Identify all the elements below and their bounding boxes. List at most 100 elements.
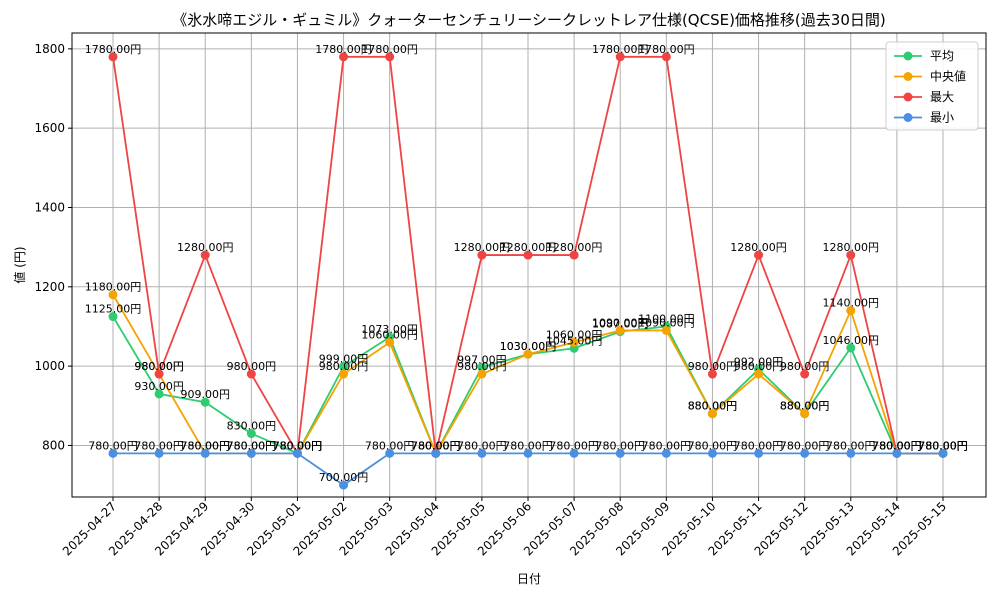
data-point <box>292 448 302 458</box>
y-axis-label: 値 (円) <box>12 246 27 283</box>
data-label: 780.00円 <box>227 439 277 452</box>
data-point <box>108 52 118 62</box>
legend-marker <box>903 113 913 122</box>
data-label: 780.00円 <box>503 439 553 452</box>
data-point <box>754 448 764 458</box>
legend-label: 最小 <box>930 111 954 125</box>
y-tick-label: 1000 <box>34 359 65 373</box>
data-point <box>938 448 948 458</box>
data-label: 1780.00円 <box>315 43 372 56</box>
legend-label: 平均 <box>930 49 954 63</box>
legend-marker <box>903 92 913 102</box>
data-point <box>707 369 717 379</box>
data-point <box>523 250 533 260</box>
data-point <box>800 448 810 458</box>
data-point <box>846 250 856 260</box>
chart-title: 《氷水啼エジル・ギュミル》クォーターセンチュリーシークレットレア仕様(QCSE)… <box>172 11 885 29</box>
data-label: 780.00円 <box>688 439 738 452</box>
data-label: 780.00円 <box>411 439 461 452</box>
data-label: 930.00円 <box>134 380 184 393</box>
data-label: 980.00円 <box>688 360 738 373</box>
data-label: 780.00円 <box>595 439 645 452</box>
data-label: 1280.00円 <box>823 241 880 254</box>
data-label: 1280.00円 <box>177 241 234 254</box>
data-label: 780.00円 <box>918 439 968 452</box>
data-point <box>800 369 810 379</box>
data-label: 980.00円 <box>134 360 184 373</box>
data-point <box>246 369 256 379</box>
data-label: 780.00円 <box>872 439 922 452</box>
data-point <box>246 448 256 458</box>
data-point <box>846 306 856 316</box>
data-label: 780.00円 <box>918 439 968 452</box>
data-label: 780.00円 <box>365 439 415 452</box>
series-line-4 <box>108 448 948 490</box>
data-label: 780.00円 <box>457 439 507 452</box>
data-point <box>707 409 717 419</box>
data-point <box>154 448 164 458</box>
data-label: 980.00円 <box>319 360 369 373</box>
data-label: 1780.00円 <box>638 43 695 56</box>
legend-marker <box>903 51 913 61</box>
data-label: 780.00円 <box>273 439 323 452</box>
data-point <box>569 250 579 260</box>
data-point <box>477 250 487 260</box>
data-label: 980.00円 <box>457 360 507 373</box>
data-label: 1780.00円 <box>85 43 142 56</box>
y-tick-label: 1600 <box>34 121 65 135</box>
data-point <box>523 349 533 359</box>
grid-lines <box>72 33 986 497</box>
data-label: 780.00円 <box>872 439 922 452</box>
data-label: 997.00円 <box>457 353 507 366</box>
data-point <box>754 369 764 379</box>
data-label: 980.00円 <box>734 360 784 373</box>
data-label: 780.00円 <box>273 439 323 452</box>
data-point <box>108 312 118 322</box>
data-label: 780.00円 <box>411 439 461 452</box>
data-label: 1060.00円 <box>361 328 418 341</box>
data-label: 1100.00円 <box>638 312 695 325</box>
legend-marker <box>903 72 913 81</box>
data-point <box>108 290 118 300</box>
data-point <box>661 448 671 458</box>
data-label: 700.00円 <box>319 471 369 484</box>
data-label: 1280.00円 <box>454 241 511 254</box>
data-label: 1060.00円 <box>546 328 603 341</box>
data-label: 780.00円 <box>134 439 184 452</box>
data-label: 1180.00円 <box>85 281 142 294</box>
data-label: 1046.00円 <box>823 334 880 347</box>
data-label: 992.00円 <box>734 355 784 368</box>
data-label: 1280.00円 <box>546 241 603 254</box>
data-point <box>477 362 487 372</box>
data-label: 780.00円 <box>918 439 968 452</box>
data-label: 780.00円 <box>918 439 968 452</box>
data-point <box>615 325 625 335</box>
data-point <box>339 369 349 379</box>
plot-frame <box>71 32 987 498</box>
data-point <box>661 52 671 62</box>
data-point <box>523 448 533 458</box>
data-point <box>200 448 210 458</box>
data-label: 980.00円 <box>227 360 277 373</box>
data-label: 780.00円 <box>227 439 277 452</box>
data-label: 880.00円 <box>780 400 830 413</box>
data-point <box>108 448 118 458</box>
data-label: 980.00円 <box>134 360 184 373</box>
y-tick-label: 1400 <box>34 200 65 214</box>
data-point <box>800 409 810 419</box>
data-label: 780.00円 <box>826 439 876 452</box>
data-point <box>892 448 902 458</box>
data-label: 830.00円 <box>227 420 277 433</box>
data-label: 780.00円 <box>88 439 138 452</box>
data-point <box>846 448 856 458</box>
data-point <box>707 448 717 458</box>
data-point <box>339 362 349 372</box>
data-label: 1280.00円 <box>500 241 557 254</box>
series-layer <box>108 52 948 490</box>
data-label: 880.00円 <box>688 400 738 413</box>
data-point <box>385 337 395 347</box>
data-point <box>154 389 164 399</box>
data-label: 780.00円 <box>872 439 922 452</box>
data-point <box>246 429 256 439</box>
